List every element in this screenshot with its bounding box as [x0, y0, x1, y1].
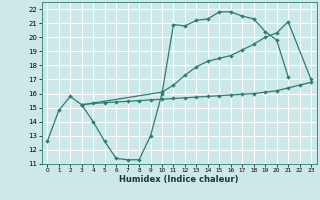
X-axis label: Humidex (Indice chaleur): Humidex (Indice chaleur) [119, 175, 239, 184]
